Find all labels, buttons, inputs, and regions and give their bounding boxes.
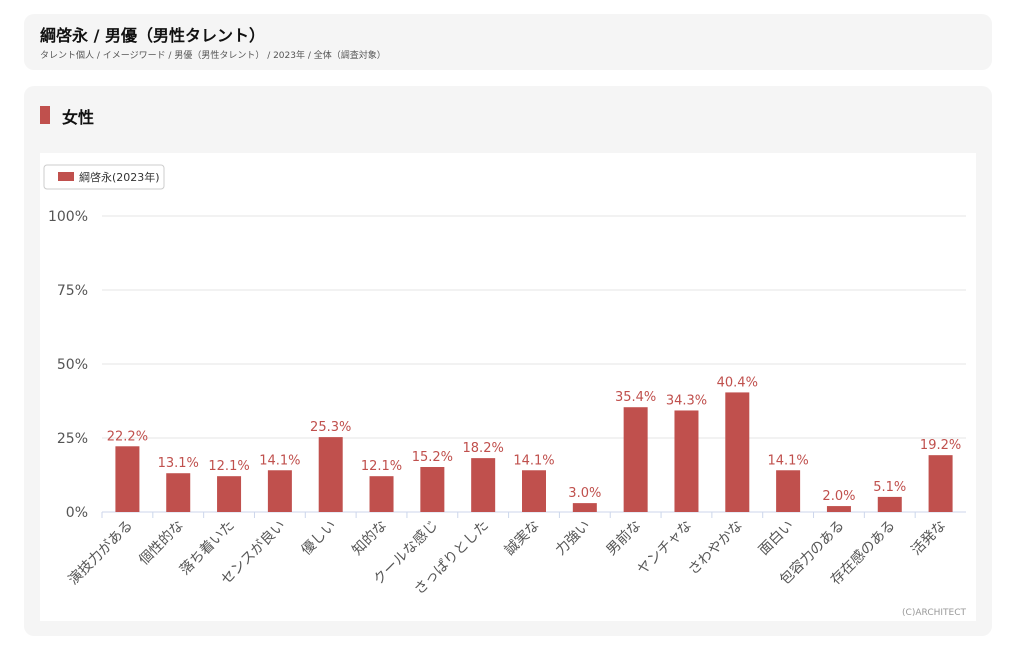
bar [420,467,445,512]
data-label: 14.1% [513,453,554,468]
bar [725,392,750,512]
bar [674,410,699,512]
bar [369,476,394,512]
header-card: 綱啓永 / 男優（男性タレント） タレント個人 / イメージワード / 男優（男… [24,14,992,70]
data-label: 2.0% [822,489,855,504]
legend-label: 綱啓永(2023年) [79,170,160,184]
bar [267,470,292,512]
bar [522,470,546,512]
y-tick-label: 0% [66,505,88,521]
bar [776,470,801,512]
section-title: 女性 [40,104,94,128]
x-tick-label: 演技力がある [66,518,137,589]
data-label: 18.2% [463,441,504,456]
x-tick-label: 面白い [756,518,797,559]
data-label: 14.1% [259,453,300,468]
data-label: 14.1% [767,453,808,468]
y-tick-label: 75% [57,283,88,299]
data-label: 5.1% [873,480,906,495]
x-tick-label: 優しい [299,518,340,559]
y-tick-label: 100% [48,209,88,225]
data-label: 34.3% [666,393,707,408]
bar [572,503,597,512]
data-label: 40.4% [717,375,758,390]
bar-chart: 綱啓永(2023年) 0% 25% 50% 75% 100% 22.2% 演技力がある 13.1… [43,164,966,618]
x-tick-label: さわやかな [685,518,746,579]
bar [623,407,648,512]
x-tick-label: 活発な [908,518,949,559]
x-tick-label: 個性的な [136,518,187,569]
credit: (C)ARCHITECT [902,608,966,618]
y-tick-label: 50% [57,357,88,373]
x-tick-label: 誠実な [502,518,543,559]
data-label: 25.3% [310,420,351,435]
data-label: 22.2% [107,429,148,444]
bar [928,455,953,512]
data-label: 19.2% [920,438,961,453]
page-title: 綱啓永 / 男優（男性タレント） [40,26,265,45]
x-tick-label: 知的な [349,517,391,559]
bar [166,473,191,512]
x-tick-label: 男前な [603,517,645,559]
bar [877,496,902,512]
data-label: 35.4% [615,390,656,405]
bar [217,476,242,512]
data-label: 12.1% [361,459,402,474]
bar [471,458,496,512]
data-label: 12.1% [208,459,249,474]
bar [115,446,140,512]
breadcrumb: タレント個人 / イメージワード / 男優（男性タレント） / 2023年 / … [40,51,386,61]
y-tick-label: 25% [57,431,88,447]
data-label: 13.1% [158,456,199,471]
bar [826,506,851,512]
legend-box [43,164,165,190]
x-tick-label: 力強い [553,518,594,559]
data-label: 3.0% [568,486,601,501]
chart-area: 綱啓永(2023年) 0% 25% 50% 75% 100% 22.2% 演技力がある 13.1… [40,153,976,621]
bar [318,437,343,512]
legend-swatch [58,172,74,181]
data-label: 15.2% [412,450,453,465]
